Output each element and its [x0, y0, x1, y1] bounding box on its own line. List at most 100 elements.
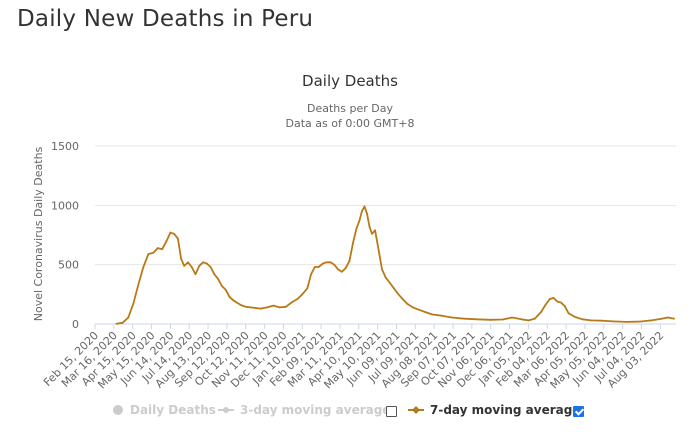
- data-point: [371, 232, 373, 235]
- data-point: [266, 306, 269, 309]
- data-point: [285, 305, 287, 308]
- data-point: [278, 306, 281, 309]
- data-point: [348, 260, 351, 263]
- data-point: [520, 318, 523, 321]
- data-point: [450, 316, 453, 319]
- data-point: [194, 273, 197, 276]
- legend-label: 3-day moving average: [240, 403, 391, 417]
- data-point: [344, 267, 347, 270]
- data-point: [127, 316, 130, 319]
- data-point: [544, 304, 547, 306]
- data-point: [147, 253, 150, 255]
- data-point: [325, 261, 328, 264]
- data-point: [489, 318, 491, 321]
- data-point: [296, 298, 299, 300]
- data-point: [625, 320, 628, 323]
- data-point: [563, 305, 566, 308]
- data-point: [152, 251, 155, 254]
- data-point: [660, 317, 663, 320]
- data-point: [236, 301, 238, 304]
- data-point: [132, 302, 135, 305]
- data-point: [205, 262, 208, 265]
- data-point: [190, 266, 193, 268]
- data-point: [393, 287, 395, 290]
- data-point: [272, 304, 275, 307]
- data-point: [209, 266, 212, 268]
- data-point: [381, 268, 383, 271]
- data-point: [424, 311, 427, 314]
- data-point: [232, 299, 235, 302]
- data-point: [590, 319, 593, 322]
- data-point: [533, 317, 536, 320]
- data-point: [352, 241, 355, 244]
- data-point: [180, 257, 182, 260]
- legend-item-3-day-average[interactable]: 3-day moving average: [218, 403, 390, 417]
- data-point: [600, 319, 603, 322]
- data-point: [187, 261, 189, 264]
- data-point: [573, 315, 576, 318]
- legend-label: 7-day moving average: [430, 403, 581, 417]
- data-point: [374, 229, 377, 232]
- data-point: [173, 232, 176, 235]
- data-point: [259, 307, 262, 310]
- data-point: [650, 319, 653, 322]
- legend-marker-line-icon: [218, 407, 234, 413]
- data-point: [329, 261, 332, 264]
- data-point: [337, 268, 339, 271]
- data-point: [169, 231, 172, 234]
- chart-subtitle-line-2: Data as of 0:00 GMT+8: [286, 117, 415, 130]
- data-point: [560, 301, 562, 304]
- data-point: [317, 266, 320, 268]
- y-tick-label: 1000: [51, 199, 79, 212]
- data-point: [198, 264, 201, 267]
- y-tick-label: 0: [72, 318, 79, 331]
- data-point: [548, 298, 551, 300]
- data-point: [121, 321, 124, 324]
- data-point: [333, 263, 336, 266]
- data-point: [156, 247, 159, 249]
- data-point: [475, 318, 478, 321]
- data-point: [358, 219, 361, 222]
- page-title: Daily New Deaths in Peru: [17, 6, 314, 32]
- data-point: [673, 317, 676, 320]
- data-point: [306, 287, 309, 290]
- legend-checkbox-3-day-average[interactable]: [386, 406, 397, 417]
- y-tick-label: 1500: [51, 140, 79, 153]
- data-point: [220, 285, 223, 287]
- data-point: [224, 288, 227, 291]
- y-axis-title: Novel Coronavirus Daily Deaths: [32, 146, 45, 321]
- legend-item-daily-deaths[interactable]: Daily Deaths: [112, 403, 216, 417]
- legend-item-7-day-average[interactable]: 7-day moving average: [408, 403, 580, 417]
- data-point: [638, 320, 641, 323]
- data-point: [165, 240, 168, 242]
- data-point: [406, 302, 409, 305]
- data-point: [527, 319, 530, 322]
- data-point: [463, 317, 466, 320]
- data-point: [511, 316, 513, 319]
- data-point: [501, 318, 504, 321]
- data-point: [666, 316, 669, 319]
- data-point: [411, 306, 414, 309]
- grid-layer: [95, 145, 676, 325]
- data-point: [228, 295, 231, 298]
- data-point: [612, 320, 615, 323]
- data-point: [431, 313, 434, 316]
- series-layer: [115, 205, 676, 325]
- data-point: [202, 261, 204, 264]
- data-point: [217, 278, 220, 280]
- legend-label: Daily Deaths: [130, 403, 216, 417]
- y-tick-label: 500: [58, 259, 79, 272]
- data-point: [142, 266, 145, 268]
- data-point: [556, 300, 559, 303]
- data-point: [213, 273, 216, 276]
- data-point: [377, 247, 380, 249]
- data-point: [540, 311, 542, 314]
- data-point: [567, 312, 570, 315]
- legend-marker-line-icon: [408, 406, 424, 414]
- data-point: [177, 237, 179, 240]
- data-point: [244, 305, 247, 308]
- legend-checkbox-7-day-average[interactable]: [573, 406, 584, 417]
- data-point: [581, 318, 584, 321]
